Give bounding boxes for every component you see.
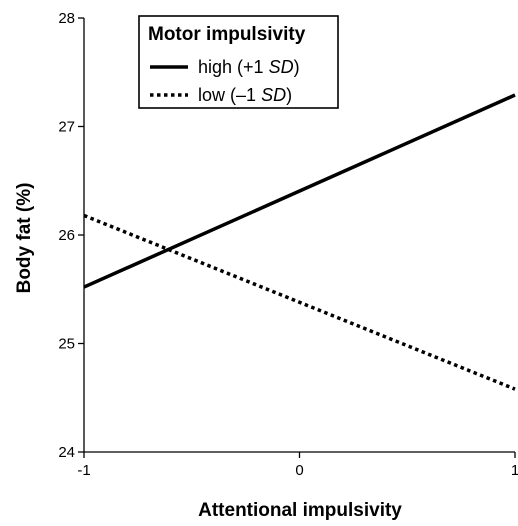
legend-low-sd: (–1 [230,85,261,105]
series-line-high [83,93,516,289]
y-tick-label: 28 [58,10,75,27]
legend-low-name: low [198,85,226,105]
legend-title: Motor impulsivity [148,24,306,45]
series-line-low [83,213,516,391]
legend-box [138,15,339,109]
legend-low-sd-italic: SD [261,85,286,105]
legend-high-sd: (+1 [237,57,269,77]
x-axis-title: Attentional impulsivity [198,500,402,521]
legend-high-sd-italic: SD [269,57,294,77]
series-layer [83,93,516,391]
x-tick-label: -1 [77,462,90,479]
y-tick-label: 26 [58,227,75,244]
x-tick-label: 0 [295,462,303,479]
legend-high-name: high [198,57,232,77]
y-tick-label: 24 [58,444,75,461]
legend: Motor impulsivity high (+1 SD) low (–1 S… [138,15,339,109]
y-axis-title: Body fat (%) [14,183,35,294]
y-tick-label: 25 [58,336,75,353]
legend-label-high: high (+1 SD) [198,57,300,77]
legend-high-close: ) [294,57,300,77]
y-tick-label: 27 [58,119,75,136]
y-ticks: 24 25 26 27 28 [58,10,84,461]
x-ticks: -1 0 1 [77,452,518,479]
legend-low-close: ) [286,85,292,105]
legend-label-low: low (–1 SD) [198,85,292,105]
x-tick-label: 1 [511,462,518,479]
